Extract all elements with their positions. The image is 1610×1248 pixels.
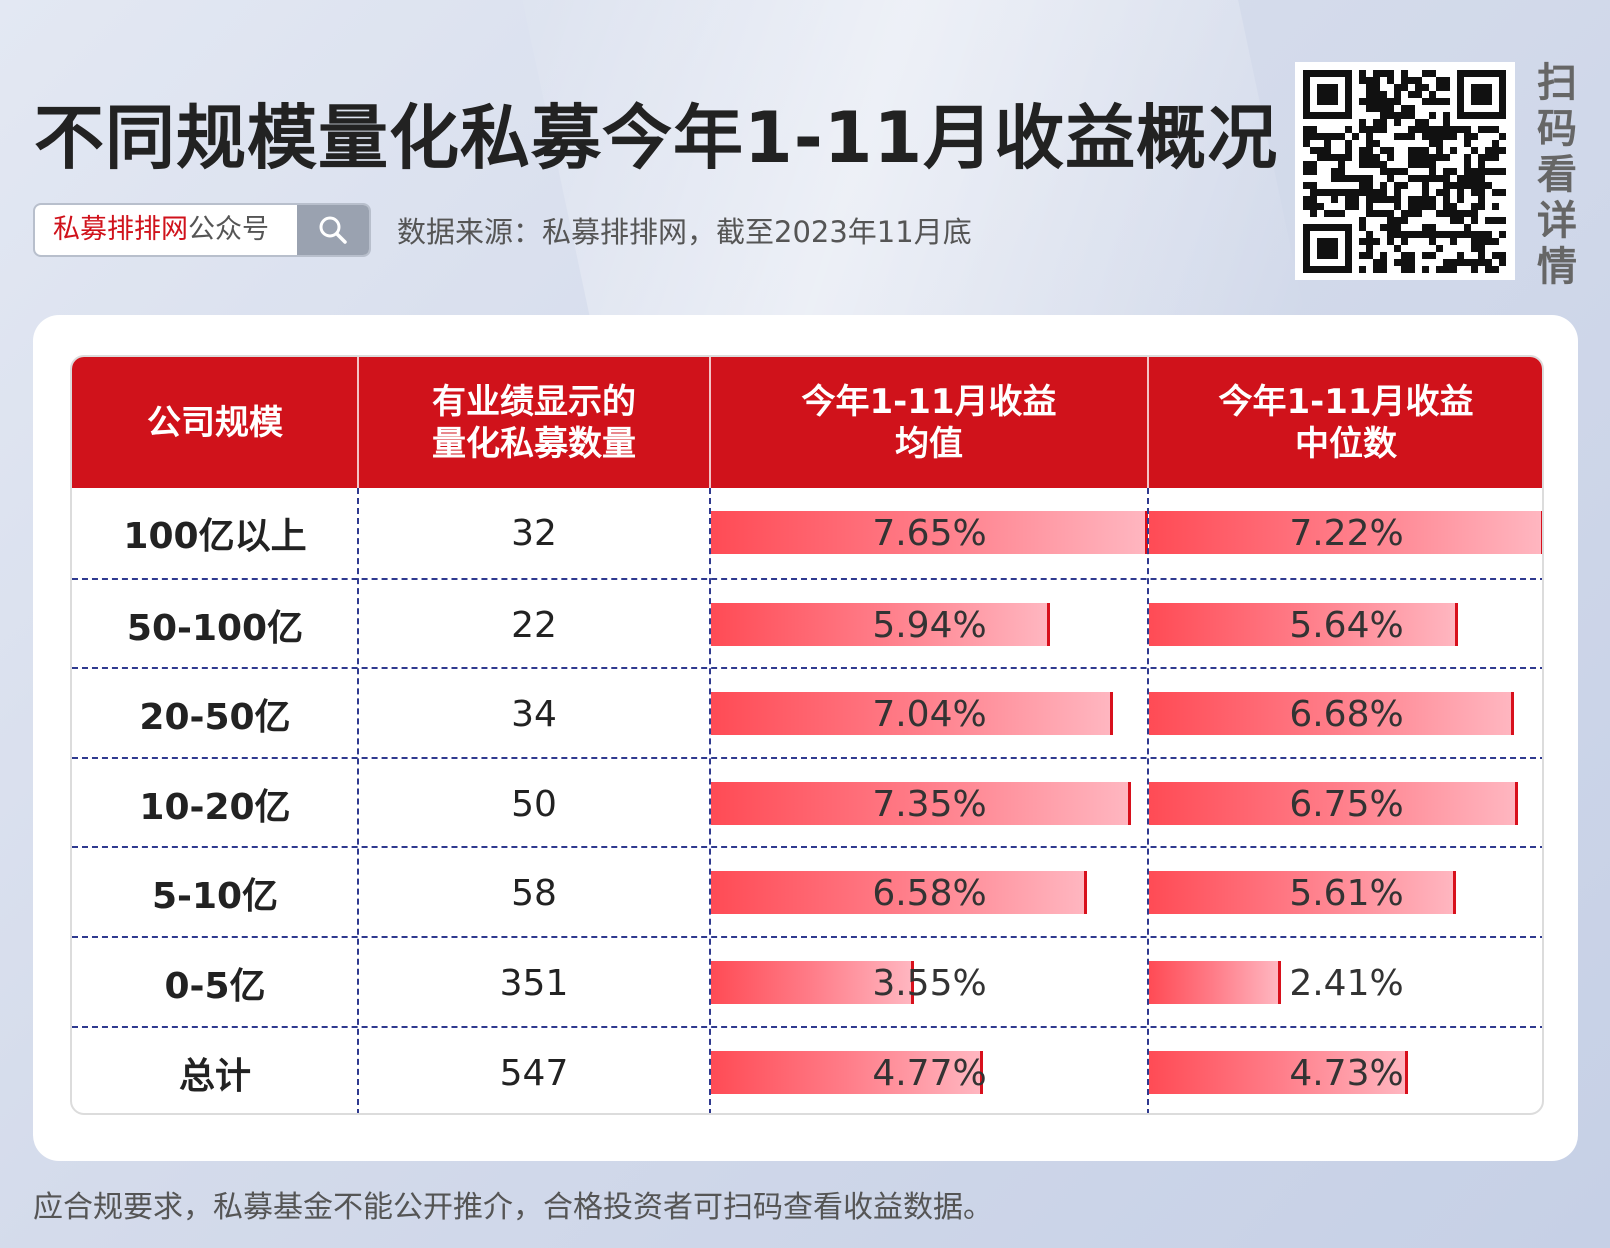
mean-bar — [711, 871, 1087, 914]
median-bar — [1149, 961, 1281, 1004]
table-row: 100亿以上 32 7.65% 7.22% — [72, 488, 1542, 578]
table-header: 公司规模 有业绩显示的 量化私募数量 今年1-11月收益 均值 今年1-11月收益中… — [72, 357, 1542, 488]
data-source: 数据来源：私募排排网，截至2023年11月底 — [397, 215, 972, 249]
cell-median: 6.68% — [1149, 669, 1542, 759]
cell-median: 4.73% — [1149, 1028, 1542, 1113]
table-row: 50-100亿 22 5.94% 5.64% — [72, 578, 1542, 670]
median-bar — [1149, 692, 1514, 735]
cell-scale: 0-5亿 — [164, 966, 266, 1007]
qr-side-char: 看 — [1537, 152, 1577, 198]
table-row: 0-5亿 351 3.55% 2.41% — [72, 936, 1542, 1028]
cell-mean: 6.58% — [711, 848, 1148, 938]
search-text: 私募排排网公众号 — [53, 205, 269, 255]
mean-label: 3.55% — [872, 962, 987, 1004]
data-table: 公司规模 有业绩显示的 量化私募数量 今年1-11月收益 均值 今年1-11月收益中… — [70, 355, 1544, 1115]
cell-scale: 20-50亿 — [139, 697, 291, 738]
median-label: 5.64% — [1289, 604, 1404, 646]
cell-mean: 7.04% — [711, 669, 1148, 759]
median-label: 6.68% — [1289, 693, 1404, 735]
cell-median: 2.41% — [1149, 938, 1542, 1028]
cell-scale: 5-10亿 — [151, 876, 279, 917]
cell-mean: 7.35% — [711, 759, 1148, 849]
cell-count: 547 — [499, 1052, 569, 1094]
table-row: 10-20亿 50 7.35% 6.75% — [72, 757, 1542, 849]
qr-code-image — [1303, 70, 1506, 273]
column-divider — [1147, 488, 1149, 1113]
median-bar — [1149, 511, 1542, 554]
cell-scale: 50-100亿 — [126, 608, 304, 649]
cell-count: 58 — [511, 872, 557, 914]
header-divider — [357, 357, 359, 488]
table-row: 5-10亿 58 6.58% 5.61% — [72, 846, 1542, 938]
search-icon — [319, 216, 347, 244]
cell-count: 50 — [511, 783, 557, 825]
mean-bar — [711, 1051, 983, 1094]
header-mean: 今年1-11月收益 均值 — [801, 381, 1057, 464]
mean-label: 6.58% — [872, 872, 987, 914]
cell-count: 32 — [511, 512, 557, 554]
mean-bar — [711, 782, 1131, 825]
median-label: 7.22% — [1289, 512, 1404, 554]
cell-median: 5.61% — [1149, 848, 1542, 938]
compliance-footer: 应合规要求，私募基金不能公开推介，合格投资者可扫码查看收益数据。 — [33, 1190, 993, 1225]
table-row: 总计 547 4.77% 4.73% — [72, 1026, 1542, 1113]
qr-side-char: 情 — [1537, 244, 1577, 290]
cell-median: 6.75% — [1149, 759, 1542, 849]
median-label: 5.61% — [1289, 872, 1404, 914]
cell-mean: 3.55% — [711, 938, 1148, 1028]
mean-bar — [711, 511, 1148, 554]
cell-median: 7.22% — [1149, 488, 1542, 578]
median-bar — [1149, 871, 1456, 914]
median-bar — [1149, 1051, 1408, 1094]
qr-code[interactable] — [1295, 62, 1515, 280]
cell-count: 34 — [511, 693, 557, 735]
mean-label: 7.65% — [872, 512, 987, 554]
column-divider — [709, 488, 711, 1113]
mean-label: 7.35% — [872, 783, 987, 825]
qr-side-text: 扫 码 看 详 情 — [1532, 60, 1582, 290]
qr-side-char: 扫 — [1537, 60, 1577, 106]
mean-bar — [711, 692, 1113, 735]
search-button[interactable] — [297, 205, 369, 255]
median-bar — [1149, 603, 1458, 646]
cell-scale: 总计 — [178, 1056, 251, 1097]
mean-bar — [711, 603, 1050, 646]
header-scale: 公司规模 — [147, 402, 283, 443]
mean-label: 5.94% — [872, 604, 987, 646]
cell-count: 351 — [499, 962, 569, 1004]
search-suffix: 公众号 — [188, 214, 269, 245]
qr-side-char: 码 — [1537, 106, 1577, 152]
header-divider — [709, 357, 711, 488]
qr-side-char: 详 — [1537, 198, 1577, 244]
cell-scale: 100亿以上 — [123, 516, 307, 557]
mean-label: 4.77% — [872, 1052, 987, 1094]
median-label: 6.75% — [1289, 783, 1404, 825]
median-label: 2.41% — [1289, 962, 1404, 1004]
cell-median: 5.64% — [1149, 580, 1542, 670]
header-divider — [1147, 357, 1149, 488]
page-title: 不同规模量化私募今年1-11月收益概况 — [34, 97, 1279, 179]
search-brand: 私募排排网 — [53, 214, 188, 245]
header-median: 今年1-11月收益 中位数 — [1218, 381, 1474, 464]
cell-count: 22 — [511, 604, 557, 646]
column-divider — [357, 488, 359, 1113]
cell-mean: 5.94% — [711, 580, 1148, 670]
table-body: 100亿以上 32 7.65% 7.22% 50-100亿 22 5.94% 5.64% 20-… — [72, 488, 1542, 1113]
search-box[interactable]: 私募排排网公众号 — [33, 203, 371, 257]
table-row: 20-50亿 34 7.04% 6.68% — [72, 667, 1542, 759]
cell-scale: 10-20亿 — [139, 787, 291, 828]
mean-label: 7.04% — [872, 693, 987, 735]
header-count: 有业绩显示的 量化私募数量 — [432, 381, 636, 464]
median-bar — [1149, 782, 1518, 825]
cell-mean: 4.77% — [711, 1028, 1148, 1113]
mean-bar — [711, 961, 914, 1004]
cell-mean: 7.65% — [711, 488, 1148, 578]
median-label: 4.73% — [1289, 1052, 1404, 1094]
